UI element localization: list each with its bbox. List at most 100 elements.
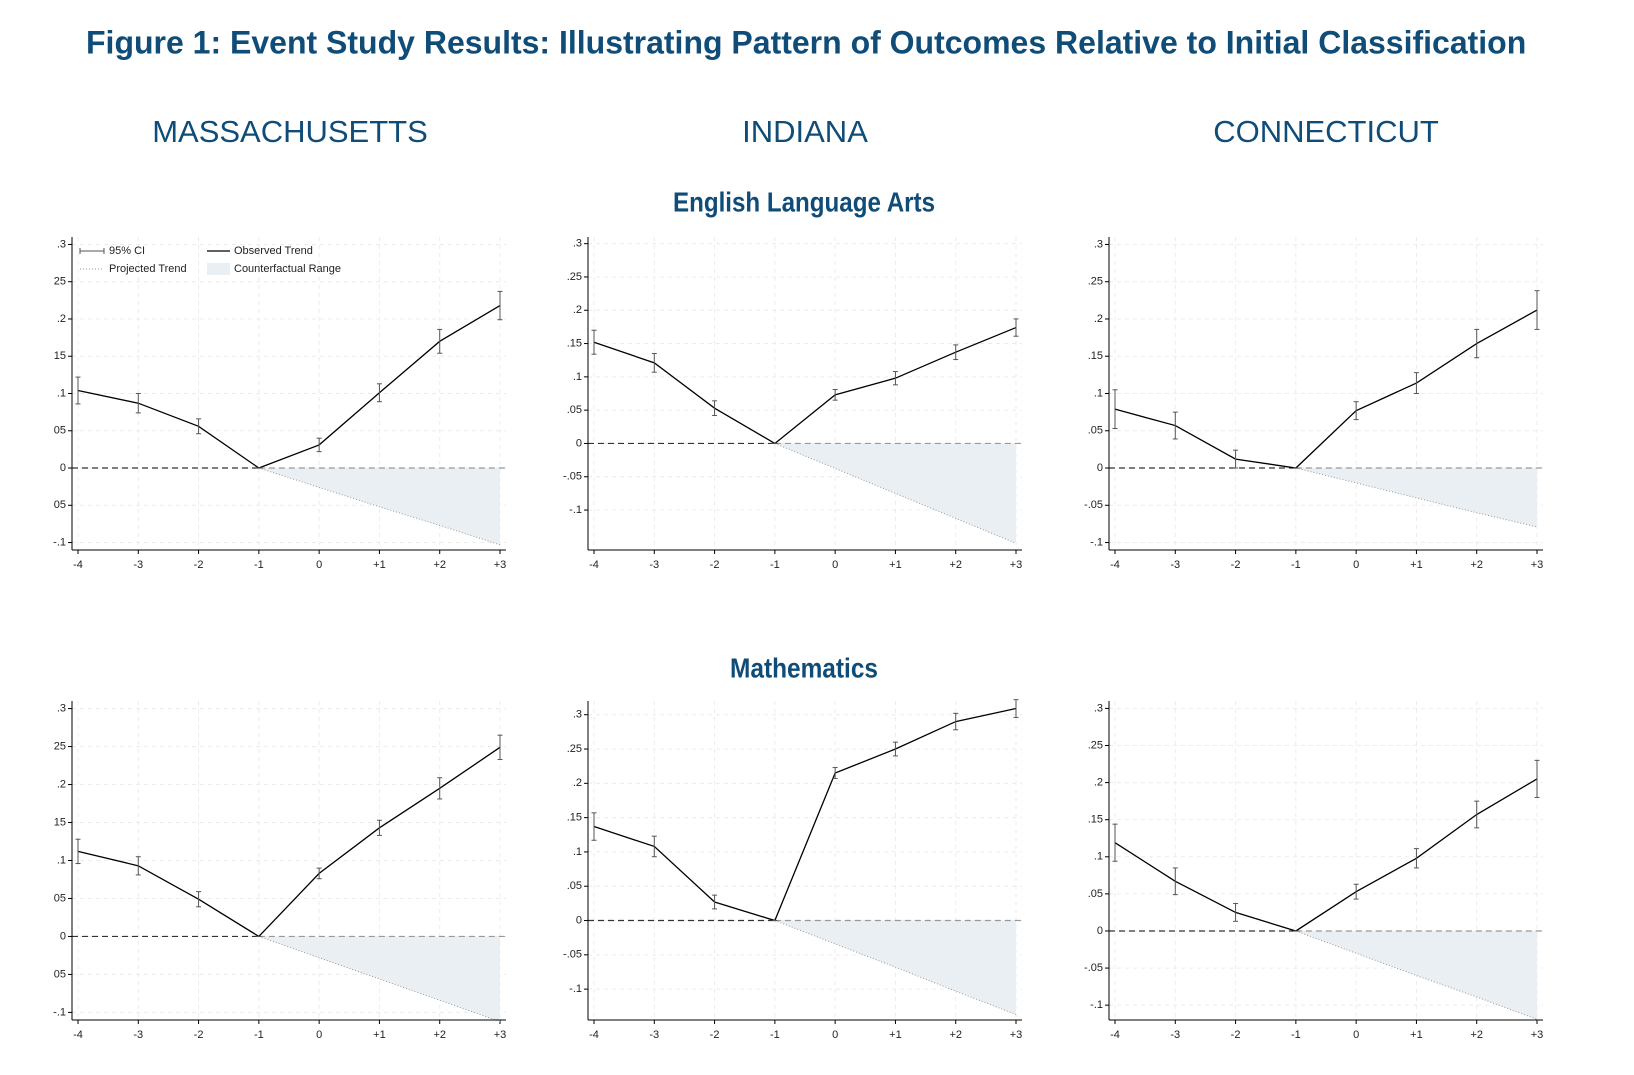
error-bar — [1013, 699, 1019, 718]
x-tick-label: -4 — [589, 1029, 599, 1041]
y-tick-label: .3 — [573, 238, 582, 250]
counterfactual-range — [774, 920, 1016, 1015]
y-tick-label: .05 — [1088, 888, 1103, 900]
x-tick-label: -3 — [1170, 559, 1180, 571]
observed-trend — [593, 707, 1017, 922]
x-tick-label: -4 — [73, 1029, 83, 1041]
error-bar — [953, 712, 959, 731]
y-tick-label: .3 — [1094, 238, 1103, 250]
x-tick-label: -3 — [649, 1029, 659, 1041]
x-tick-label: -1 — [254, 1029, 264, 1041]
y-tick-label: .3 — [1094, 702, 1103, 714]
x-tick-label: 0 — [1353, 1029, 1359, 1041]
x-tick-label: +2 — [1470, 1029, 1483, 1041]
error-bar — [953, 344, 959, 361]
x-tick-label: -2 — [194, 1029, 204, 1041]
error-bar — [1534, 759, 1540, 798]
observed-trend — [1114, 778, 1538, 932]
counterfactual-range — [1295, 468, 1537, 527]
error-bar — [651, 353, 657, 373]
projected-trend — [258, 935, 501, 1022]
x-tick-label: 0 — [1353, 559, 1359, 571]
y-tick-label: -.1 — [1090, 999, 1103, 1011]
x-tick-label: 0 — [316, 1029, 322, 1041]
legend-label: 95% CI — [109, 245, 145, 257]
legend-label: Counterfactual Range — [234, 263, 341, 275]
x-tick-label: 0 — [832, 559, 838, 571]
error-bar — [75, 838, 81, 865]
x-tick-label: 0 — [832, 1029, 838, 1041]
y-tick-label: .2 — [573, 304, 582, 316]
y-tick-label: -.1 — [53, 1006, 66, 1018]
error-bar — [1233, 903, 1239, 922]
error-bar — [1233, 449, 1239, 469]
y-tick-label: -.1 — [569, 504, 582, 516]
error-bar — [1112, 823, 1118, 862]
y-tick-label: 15 — [54, 350, 66, 362]
error-bar — [196, 891, 202, 908]
error-bar — [135, 856, 141, 876]
y-tick-label: 25 — [54, 740, 66, 752]
error-bar — [1534, 290, 1540, 330]
x-tick-label: -4 — [1110, 1029, 1120, 1041]
y-tick-label: -.1 — [1090, 536, 1103, 548]
x-tick-label: -1 — [1291, 559, 1301, 571]
x-tick-label: -1 — [254, 559, 264, 571]
error-bar — [316, 437, 322, 453]
y-tick-label: -.05 — [563, 949, 582, 961]
error-bar — [376, 383, 382, 403]
y-tick-label: .15 — [1088, 350, 1103, 362]
figure-title: Figure 1: Event Study Results: Illustrat… — [86, 24, 1526, 60]
x-tick-label: -3 — [1170, 1029, 1180, 1041]
y-tick-label: .25 — [567, 271, 582, 283]
y-tick-label: .2 — [1094, 777, 1103, 789]
error-bar — [651, 835, 657, 858]
error-bar — [1413, 848, 1419, 869]
x-tick-label: +3 — [494, 1029, 507, 1041]
x-tick-label: +3 — [1010, 1029, 1023, 1041]
error-bar — [376, 819, 382, 836]
y-tick-label: .3 — [57, 238, 66, 250]
y-tick-label: 15 — [54, 816, 66, 828]
error-bar — [1172, 411, 1178, 440]
x-tick-label: +3 — [1010, 559, 1023, 571]
subject-header: English Language Arts — [673, 186, 935, 217]
x-tick-label: +2 — [433, 559, 446, 571]
y-tick-label: -.05 — [563, 471, 582, 483]
y-tick-label: 0 — [1097, 925, 1103, 937]
y-tick-label: .1 — [1094, 387, 1103, 399]
x-tick-label: +1 — [373, 559, 386, 571]
y-tick-label: .05 — [1088, 425, 1103, 437]
error-bar — [1353, 401, 1359, 421]
x-tick-label: 0 — [316, 559, 322, 571]
x-tick-label: +2 — [949, 559, 962, 571]
y-tick-label: .25 — [567, 743, 582, 755]
x-tick-label: +2 — [949, 1029, 962, 1041]
error-bar — [832, 767, 838, 780]
error-bar — [591, 329, 597, 355]
x-tick-label: +3 — [1531, 1029, 1544, 1041]
x-tick-label: +2 — [1470, 559, 1483, 571]
y-tick-label: .1 — [573, 371, 582, 383]
observed-trend — [77, 305, 501, 469]
x-tick-label: +3 — [1531, 559, 1544, 571]
y-tick-label: -.1 — [53, 536, 66, 548]
x-tick-label: +1 — [889, 1029, 902, 1041]
y-tick-label: 05 — [54, 968, 66, 980]
error-bar — [591, 812, 597, 841]
x-tick-label: +1 — [373, 1029, 386, 1041]
error-bar — [75, 376, 81, 405]
y-tick-label: .15 — [567, 812, 582, 824]
y-tick-label: .25 — [1088, 739, 1103, 751]
legend-label: Observed Trend — [234, 245, 313, 257]
y-tick-label: .2 — [573, 777, 582, 789]
error-bar — [1353, 883, 1359, 900]
x-tick-label: +1 — [889, 559, 902, 571]
y-tick-label: -.05 — [1084, 962, 1103, 974]
error-bar — [497, 734, 503, 760]
x-tick-label: -2 — [710, 559, 720, 571]
x-tick-label: -1 — [770, 1029, 780, 1041]
y-tick-label: .3 — [573, 709, 582, 721]
